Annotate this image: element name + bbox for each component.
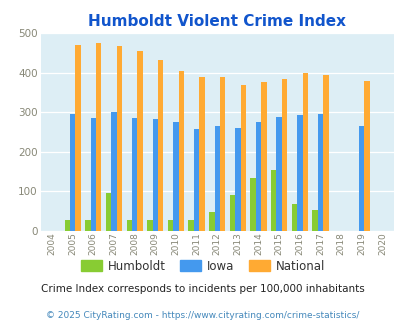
Bar <box>322 75 328 231</box>
Bar <box>194 129 199 231</box>
Legend: Humboldt, Iowa, National: Humboldt, Iowa, National <box>76 255 329 278</box>
Bar <box>199 77 204 231</box>
Bar <box>90 118 96 231</box>
Bar <box>70 114 75 231</box>
Bar <box>260 82 266 231</box>
Bar <box>85 220 90 231</box>
Bar <box>209 213 214 231</box>
Bar <box>132 118 137 231</box>
Title: Humboldt Violent Crime Index: Humboldt Violent Crime Index <box>88 14 345 29</box>
Bar <box>75 45 81 231</box>
Bar <box>250 178 255 231</box>
Bar <box>276 116 281 231</box>
Bar <box>116 46 121 231</box>
Bar <box>188 220 194 231</box>
Bar <box>137 51 142 231</box>
Bar <box>126 220 132 231</box>
Bar <box>173 122 178 231</box>
Text: Crime Index corresponds to incidents per 100,000 inhabitants: Crime Index corresponds to incidents per… <box>41 284 364 294</box>
Bar <box>167 220 173 231</box>
Bar <box>281 79 286 231</box>
Bar <box>358 126 364 231</box>
Bar <box>312 211 317 231</box>
Bar <box>64 220 70 231</box>
Bar <box>229 195 234 231</box>
Bar <box>111 112 116 231</box>
Bar <box>178 71 183 231</box>
Bar <box>317 114 322 231</box>
Bar <box>240 85 245 231</box>
Text: © 2025 CityRating.com - https://www.cityrating.com/crime-statistics/: © 2025 CityRating.com - https://www.city… <box>46 312 359 320</box>
Bar <box>106 193 111 231</box>
Bar <box>234 128 240 231</box>
Bar <box>271 170 276 231</box>
Bar <box>152 119 158 231</box>
Bar <box>255 122 260 231</box>
Bar <box>296 115 302 231</box>
Bar <box>158 60 163 231</box>
Bar <box>302 73 307 231</box>
Bar <box>147 220 152 231</box>
Bar <box>364 81 369 231</box>
Bar <box>291 204 296 231</box>
Bar <box>96 43 101 231</box>
Bar <box>214 126 220 231</box>
Bar <box>220 77 225 231</box>
